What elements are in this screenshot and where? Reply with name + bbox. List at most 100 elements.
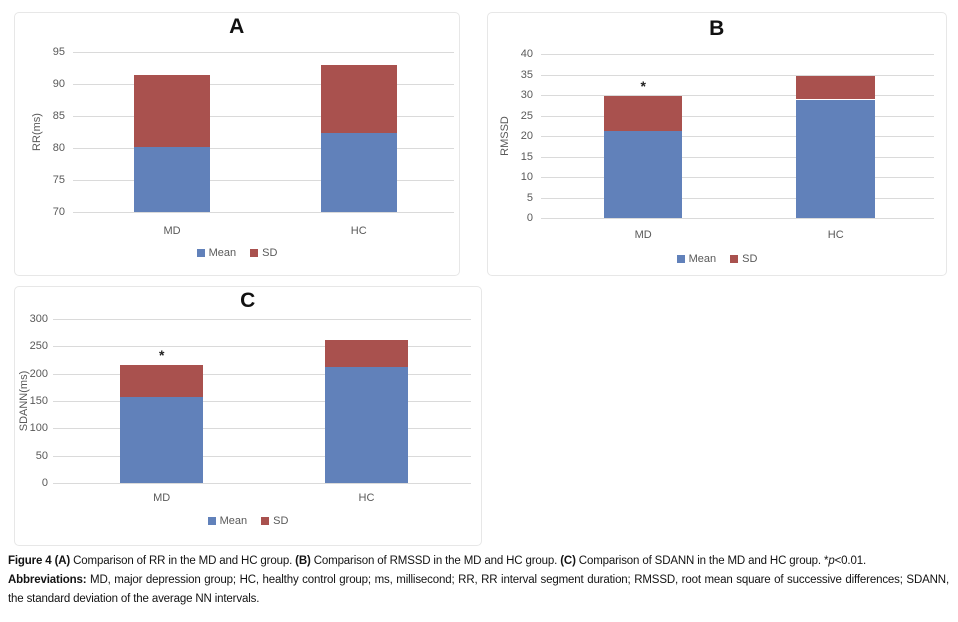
gridline — [541, 115, 934, 117]
y-tick-label: 25 — [520, 109, 533, 122]
y-tick-label: 250 — [29, 340, 48, 353]
caption-segment: (A) — [54, 555, 71, 567]
chart-legend: Mean SD — [15, 247, 459, 259]
bar-mean-md — [603, 131, 683, 218]
legend-label-mean: Mean — [219, 515, 248, 527]
legend-swatch-sd-icon — [730, 255, 739, 263]
gridline — [541, 218, 934, 219]
gridline — [541, 177, 934, 178]
caption-segment: Comparison of RMSSD in the MD and HC gro… — [310, 555, 561, 567]
caption-segment: (C) — [560, 555, 576, 567]
category-label-hc: HC — [827, 229, 844, 241]
bar-sd-hc — [320, 64, 397, 134]
gridline — [73, 212, 454, 213]
category-label-md: MD — [153, 492, 171, 504]
bar-sd-md — [133, 75, 211, 148]
y-tick-label: 15 — [520, 150, 533, 163]
y-tick-label: 35 — [520, 68, 533, 81]
chart-panel-sdann: C SDANN(ms) 300 250 200 150 100 50 0 MD * HC Mean SD — [14, 286, 482, 546]
significance-asterisk: * — [158, 346, 165, 363]
y-tick-label: 300 — [29, 313, 48, 325]
legend-item-mean: Mean — [207, 515, 248, 527]
bar-mean-md — [133, 147, 211, 212]
y-tick-label: 85 — [52, 110, 65, 122]
bar-mean-hc — [324, 366, 409, 483]
chart-title-b: B — [709, 17, 725, 40]
y-tick-label: 150 — [29, 395, 48, 407]
chart-title-a: A — [229, 15, 245, 38]
gridline — [53, 428, 471, 430]
legend-label-sd: SD — [262, 247, 278, 259]
y-tick-label: 95 — [52, 46, 65, 58]
y-tick-label: 200 — [29, 367, 48, 380]
gridline — [53, 373, 471, 375]
gridline — [541, 197, 934, 199]
y-tick-label: 80 — [52, 142, 65, 154]
chart-legend: Mean SD — [15, 515, 481, 527]
chart-panel-rmssd: B RMSSD 40 35 30 25 20 15 10 5 0 MD * HC Mean SD — [487, 12, 947, 276]
category-label-hc: HC — [350, 225, 367, 237]
gridline — [541, 156, 934, 158]
legend-swatch-mean-icon — [207, 517, 216, 525]
bar-sd-hc — [324, 340, 409, 367]
legend-item-mean: Mean — [196, 247, 237, 259]
caption-segment: (B) — [295, 555, 311, 567]
gridline — [541, 54, 934, 55]
gridline — [53, 319, 471, 320]
legend-swatch-mean-icon — [196, 249, 205, 257]
bar-mean-md — [119, 396, 204, 483]
legend-item-mean: Mean — [676, 253, 717, 265]
bar-mean-hc — [796, 99, 876, 218]
caption-segment: Figure 4 — [8, 555, 55, 567]
gridline — [73, 52, 454, 53]
legend-label-mean: Mean — [208, 247, 237, 259]
y-tick-label: 70 — [52, 206, 65, 218]
gridline — [53, 346, 471, 348]
gridline — [73, 116, 454, 117]
gridline — [541, 95, 934, 96]
caption-segment: <0.01. — [834, 555, 867, 567]
gridline — [73, 180, 454, 181]
chart-legend: Mean SD — [488, 253, 946, 265]
chart-panel-rr: A RR(ms) 95 90 85 80 75 70 MD HC Mean SD — [14, 12, 460, 276]
category-label-hc: HC — [358, 492, 375, 504]
caption-segment: Abbreviations: — [8, 574, 91, 586]
gridline — [541, 136, 934, 137]
caption-segment: Comparison of RR in the MD and HC group. — [70, 555, 296, 567]
chart-title-c: C — [240, 289, 256, 312]
y-tick-label: 50 — [35, 449, 48, 462]
gridline — [53, 455, 471, 457]
caption-abbreviations: Abbreviations: MD, major depression grou… — [8, 571, 949, 609]
y-tick-label: 90 — [52, 78, 65, 90]
legend-item-sd: SD — [250, 247, 277, 259]
y-tick-label: 5 — [526, 191, 533, 204]
legend-item-sd: SD — [261, 515, 288, 527]
caption-figure-text: Figure 4 (A) Comparison of RR in the MD … — [8, 552, 949, 571]
significance-asterisk: * — [640, 77, 646, 94]
caption-segment: Comparison of SDANN in the MD and HC gro… — [575, 555, 829, 567]
gridline — [73, 84, 454, 85]
figure-caption: Figure 4 (A) Comparison of RR in the MD … — [8, 552, 949, 609]
legend-swatch-sd-icon — [261, 517, 270, 525]
legend-item-sd: SD — [730, 253, 757, 265]
gridline — [541, 74, 934, 76]
legend-swatch-sd-icon — [250, 249, 259, 257]
y-tick-label: 0 — [526, 212, 533, 224]
bar-sd-md — [603, 95, 683, 132]
legend-label-mean: Mean — [688, 253, 717, 265]
gridline — [53, 401, 471, 402]
y-tick-label: 0 — [41, 477, 48, 489]
y-tick-label: 10 — [520, 171, 533, 183]
y-tick-label: 75 — [52, 174, 65, 186]
caption-segment: MD, major depression group; HC, healthy … — [8, 574, 949, 605]
legend-label-sd: SD — [273, 515, 289, 527]
bar-sd-md — [119, 364, 204, 397]
bar-sd-hc — [796, 75, 876, 100]
legend-swatch-mean-icon — [676, 255, 685, 263]
y-tick-label: 20 — [520, 130, 533, 142]
caption-segment: p — [828, 555, 835, 567]
y-tick-label: 40 — [520, 48, 533, 60]
gridline — [53, 483, 471, 484]
y-tick-label: 30 — [520, 89, 533, 101]
category-label-md: MD — [163, 225, 181, 237]
